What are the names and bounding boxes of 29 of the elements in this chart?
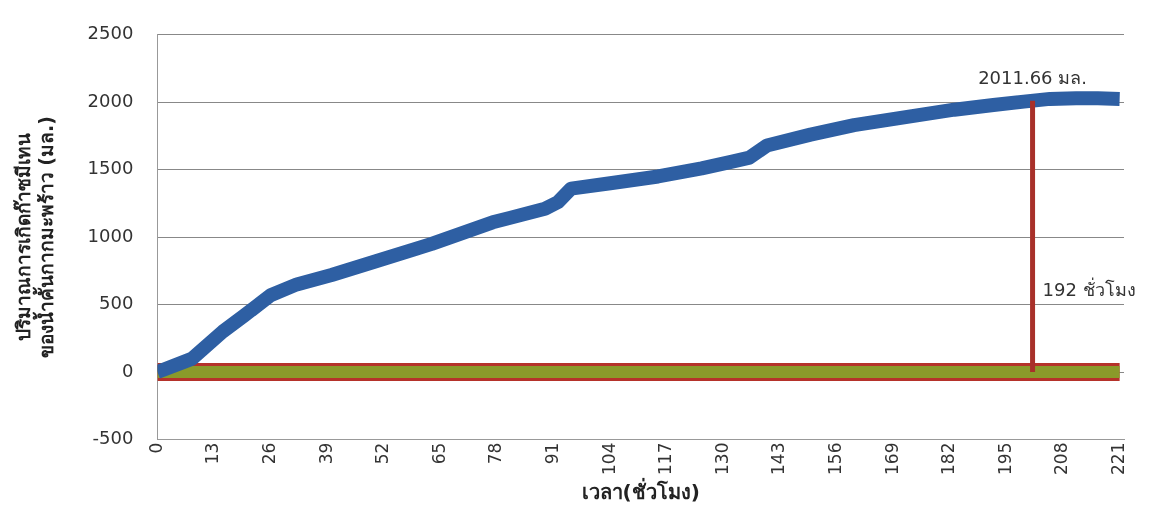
x-tick-label: 52 <box>372 442 393 465</box>
x-tick-label: 195 <box>994 442 1015 476</box>
x-tick-label: 13 <box>202 442 223 465</box>
y-tick-label: 1000 <box>87 224 134 246</box>
annotation: 192 ชั่วโมง <box>1042 276 1136 300</box>
x-tick-label: 221 <box>1108 442 1129 476</box>
x-tick-label: 65 <box>428 442 449 465</box>
y-tick-label: 2000 <box>87 89 134 111</box>
x-tick-label: 143 <box>768 442 789 476</box>
y-tick-label: 1500 <box>87 157 134 179</box>
x-tick-label: 39 <box>315 442 336 465</box>
x-tick-label: 156 <box>825 442 846 476</box>
y-tick-label: 2500 <box>87 22 134 44</box>
y-axis-title: ปริมาณการเกิดก๊าซมีเทน ของน้ำคั้นกากมะพร้าว (มล.) <box>12 116 58 359</box>
x-tick-label: 182 <box>938 442 959 476</box>
x-tick-label: 104 <box>598 442 619 476</box>
x-tick-label: 91 <box>542 442 563 465</box>
annotation: 2011.66 มล. <box>978 67 1088 89</box>
x-tick-label: 130 <box>711 442 732 476</box>
x-tick-label: 169 <box>881 442 902 476</box>
x-tick-label: 208 <box>1051 442 1072 476</box>
x-tick-label: 117 <box>655 442 676 476</box>
x-tick-label: 26 <box>259 442 280 465</box>
y-tick-label: 0 <box>121 359 134 381</box>
x-tick-label: 78 <box>485 442 506 465</box>
x-axis-title: เวลา(ชั่วโมง) <box>581 477 700 505</box>
y-tick-label: -500 <box>92 427 134 449</box>
x-tick-label: 0 <box>145 442 166 454</box>
y-tick-label: 500 <box>99 292 134 314</box>
